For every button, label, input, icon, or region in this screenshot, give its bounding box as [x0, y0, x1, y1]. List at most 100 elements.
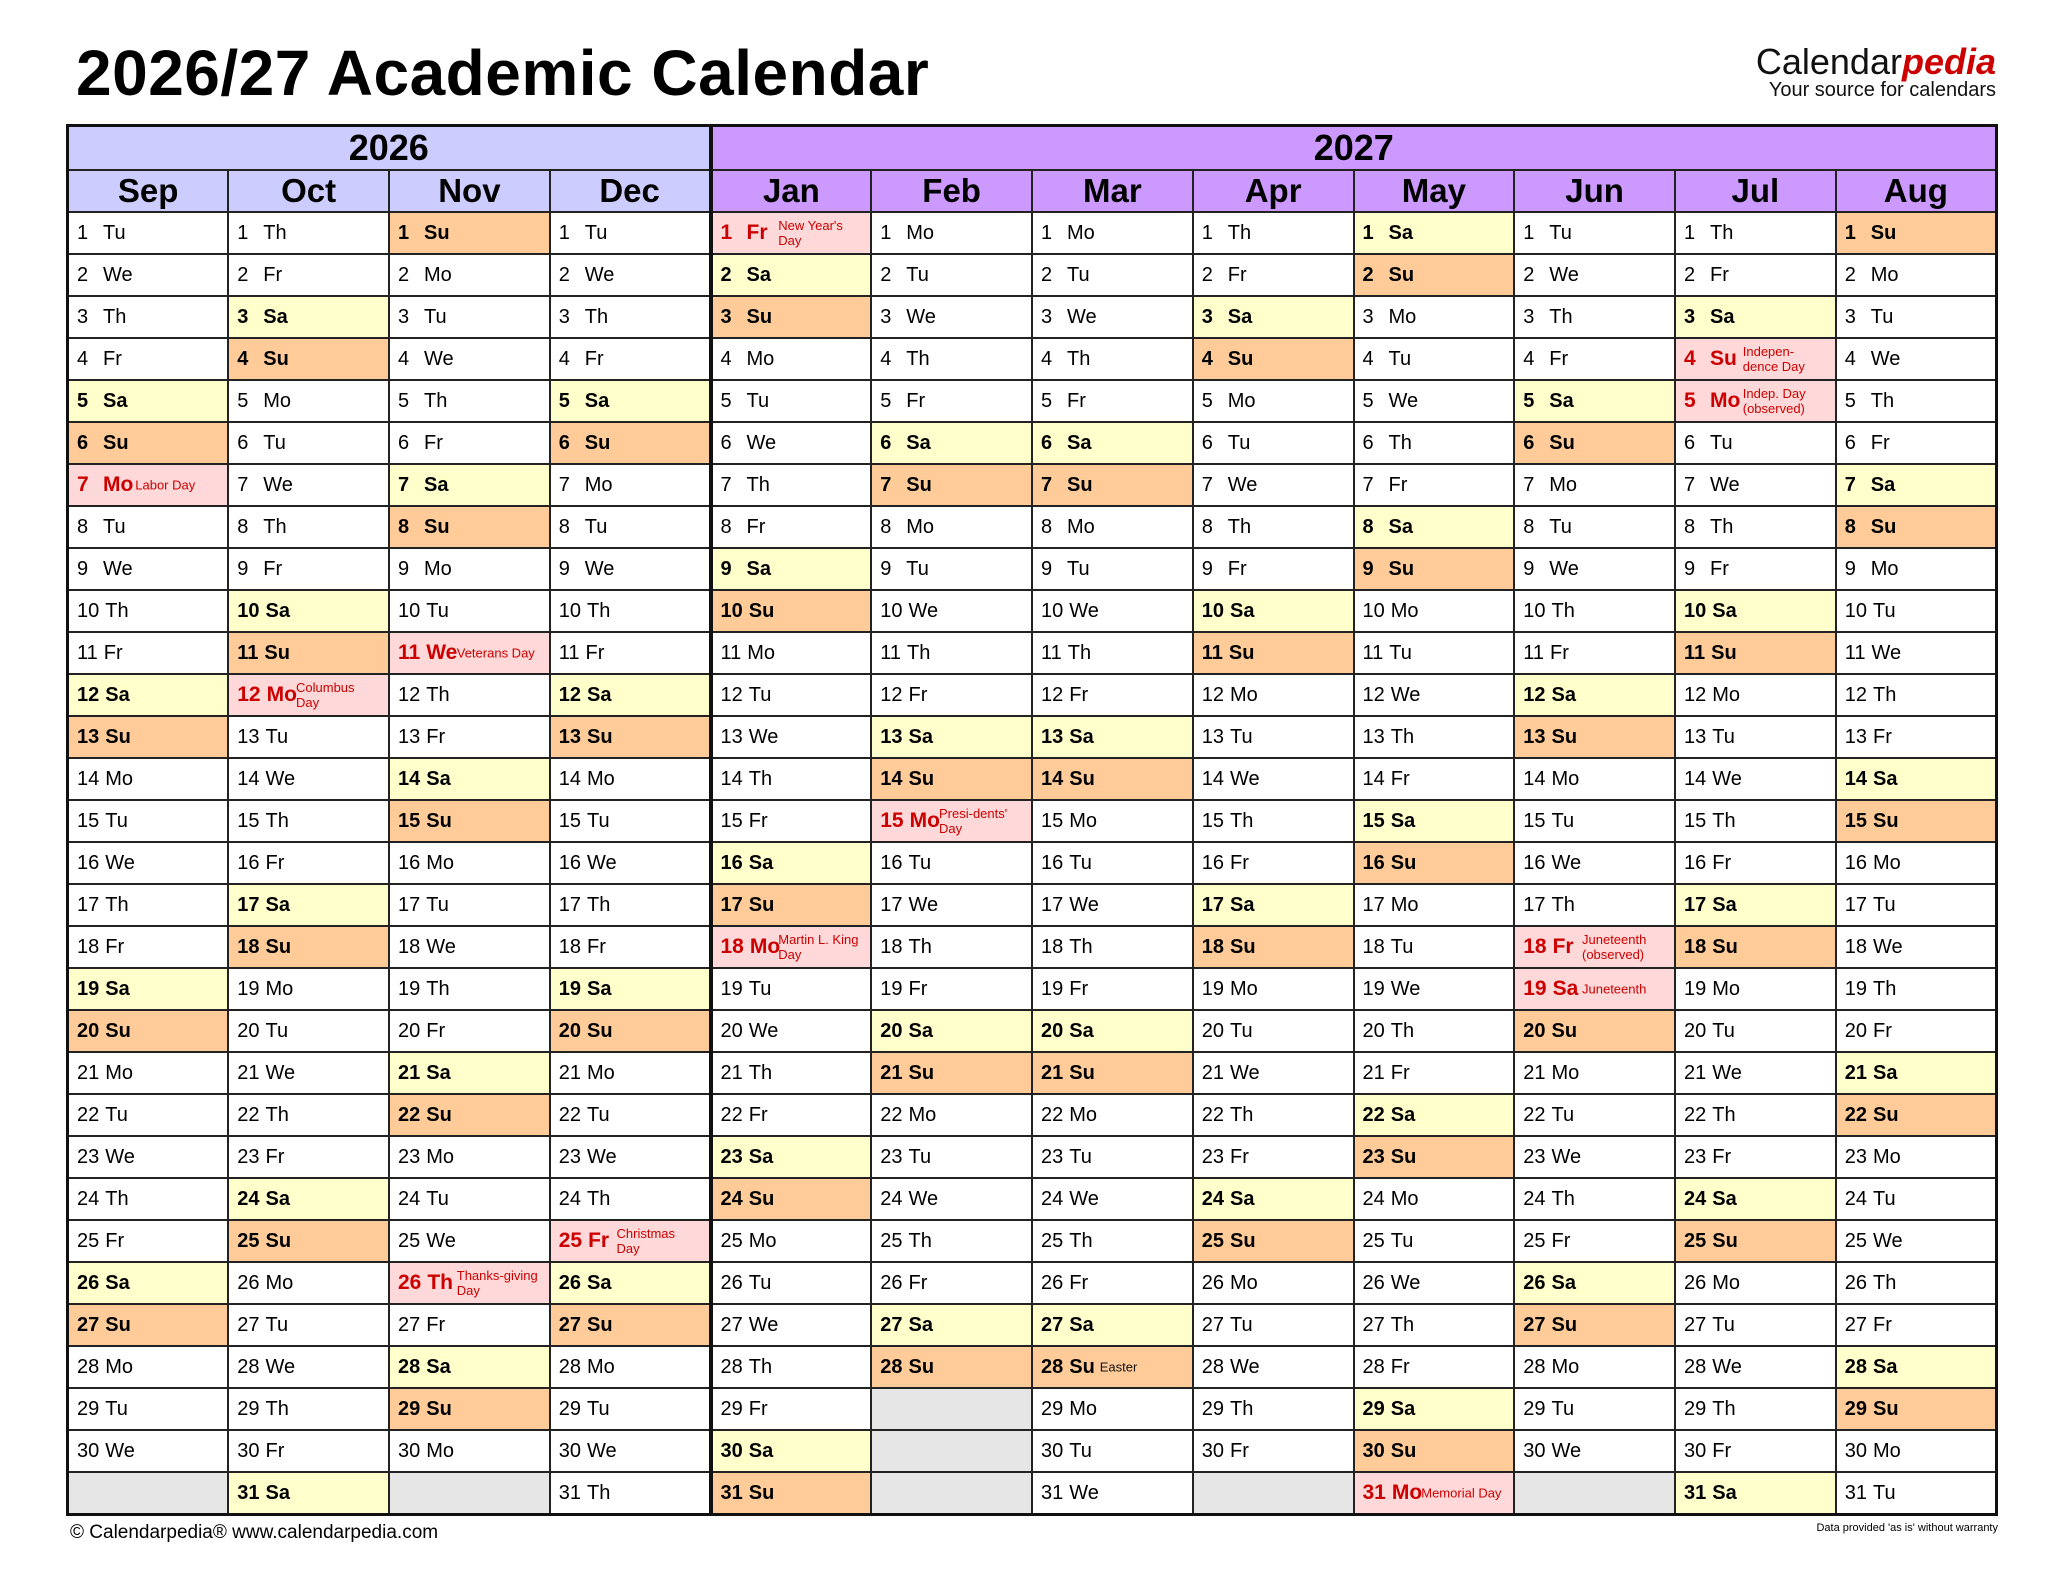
weekday-label: Th: [427, 1271, 454, 1294]
day-number: 8: [398, 515, 410, 538]
day-number: 11: [1844, 641, 1866, 664]
day-number: 19: [237, 977, 260, 1000]
day-number: 5: [398, 389, 410, 412]
day-cell: 25 Th: [1031, 1219, 1194, 1263]
day-cell: 13 Su: [548, 715, 712, 759]
day-number: 15: [77, 809, 100, 832]
weekday-label: Mo: [103, 473, 134, 496]
day-cell: 17 We: [870, 883, 1033, 927]
weekday-label: Su: [748, 893, 775, 916]
weekday-label: Mo: [265, 977, 294, 1000]
day-cell: 23 Tu: [1031, 1135, 1194, 1179]
month-header-jun: Jun: [1513, 169, 1676, 213]
holiday-cell: 11 We Veterans Day: [388, 631, 551, 675]
weekday-label: Fr: [103, 347, 122, 370]
day-cell: 18 We: [1834, 925, 1998, 969]
weekday-label: Mo: [1551, 1061, 1580, 1084]
weekday-label: Th: [1390, 1019, 1415, 1042]
day-number: 4: [1523, 347, 1535, 370]
weekday-label: Sa: [908, 1019, 933, 1042]
weekday-label: Su: [908, 767, 935, 790]
weekday-label: Th: [1712, 809, 1736, 832]
day-cell: 29 Sa: [1352, 1387, 1516, 1431]
weekday-label: Su: [1870, 515, 1897, 538]
day-number: 31: [1362, 1481, 1386, 1504]
day-number: 30: [558, 1439, 581, 1462]
day-cell: 5 Sa: [66, 379, 230, 423]
day-cell: 10 Sa: [1674, 589, 1837, 633]
day-cell: 14 We: [227, 757, 390, 801]
day-row: 13 Su 13 Tu 13 Fr 13 Su 13 We 13 Sa 13 Sa 13 Tu 13 Th 13 Su…: [66, 715, 1998, 759]
day-number: 22: [880, 1103, 903, 1126]
day-cell: 8 Mo: [1031, 505, 1194, 549]
weekday-label: Su: [105, 1313, 131, 1336]
day-number: 18: [1201, 935, 1224, 958]
weekday-label: Tu: [587, 1397, 610, 1420]
day-number: 16: [237, 851, 260, 874]
day-cell: 22 Su: [388, 1093, 551, 1137]
day-number: 10: [1844, 599, 1867, 622]
day-number: 29: [1684, 1397, 1707, 1420]
weekday-label: Mo: [1873, 1145, 1901, 1168]
day-number: 14: [1844, 767, 1867, 790]
weekday-label: Tu: [1551, 809, 1575, 832]
weekday-label: Sa: [587, 683, 612, 706]
day-cell: 9 Sa: [708, 547, 873, 591]
day-cell: 22 Th: [227, 1093, 390, 1137]
day-number: 9: [1362, 557, 1374, 580]
day-number: 25: [1362, 1229, 1385, 1252]
day-number: 17: [77, 893, 100, 916]
weekday-label: Sa: [105, 683, 130, 706]
day-number: 1: [1041, 221, 1053, 244]
weekday-label: Fr: [103, 641, 123, 664]
weekday-label: Mo: [906, 221, 935, 244]
day-cell: 24 Sa: [227, 1177, 390, 1221]
weekday-label: Tu: [1067, 557, 1090, 580]
day-cell: 28 Th: [708, 1345, 873, 1389]
day-number: 21: [1844, 1061, 1867, 1084]
day-cell: 8 Th: [1674, 505, 1837, 549]
day-cell: 7 Sa: [1834, 463, 1998, 507]
year-header-2027: 2027: [708, 124, 1998, 171]
day-number: 23: [237, 1145, 260, 1168]
weekday-label: Su: [105, 1019, 131, 1042]
day-cell: 15 Su: [1834, 799, 1998, 843]
weekday-label: Fr: [1870, 431, 1890, 454]
holiday-cell: 5 Mo Indep. Day (observed): [1674, 379, 1837, 423]
day-number: 6: [880, 431, 892, 454]
day-cell: 24 Th: [66, 1177, 230, 1221]
day-cell: 1 Mo: [1031, 211, 1194, 255]
day-cell: 1 Tu: [66, 211, 230, 255]
day-number: 14: [398, 767, 421, 790]
weekday-label: Fr: [746, 221, 768, 244]
day-number: 10: [1201, 599, 1224, 622]
weekday-label: Fr: [426, 1313, 446, 1336]
day-cell: 13 Sa: [1031, 715, 1194, 759]
day-cell: 19 Th: [1834, 967, 1998, 1011]
weekday-label: Th: [265, 1103, 289, 1126]
day-number: 3: [720, 305, 732, 328]
day-number: 18: [77, 935, 100, 958]
day-number: 19: [880, 977, 903, 1000]
weekday-label: Sa: [1873, 1061, 1898, 1084]
weekday-label: Th: [587, 1481, 611, 1504]
day-number: 3: [1201, 305, 1213, 328]
day-number: 6: [1362, 431, 1374, 454]
weekday-label: Su: [748, 1481, 775, 1504]
day-number: 9: [1844, 557, 1856, 580]
day-number: 17: [1523, 893, 1546, 916]
day-number: 12: [558, 683, 581, 706]
weekday-label: Sa: [748, 1439, 774, 1462]
weekday-label: Su: [1230, 935, 1256, 958]
day-number: 22: [1844, 1103, 1867, 1126]
day-cell: 31 Sa: [1674, 1471, 1837, 1516]
day-cell: 23 We: [548, 1135, 712, 1179]
day-number: 12: [237, 683, 261, 706]
day-number: 20: [1041, 1019, 1064, 1042]
weekday-label: Tu: [1710, 431, 1733, 454]
day-cell: 21 We: [1674, 1051, 1837, 1095]
day-cell: 23 Fr: [1191, 1135, 1355, 1179]
day-cell: 15 Mo: [1031, 799, 1194, 843]
day-number: 16: [1041, 851, 1064, 874]
day-cell: 13 Su: [1513, 715, 1676, 759]
